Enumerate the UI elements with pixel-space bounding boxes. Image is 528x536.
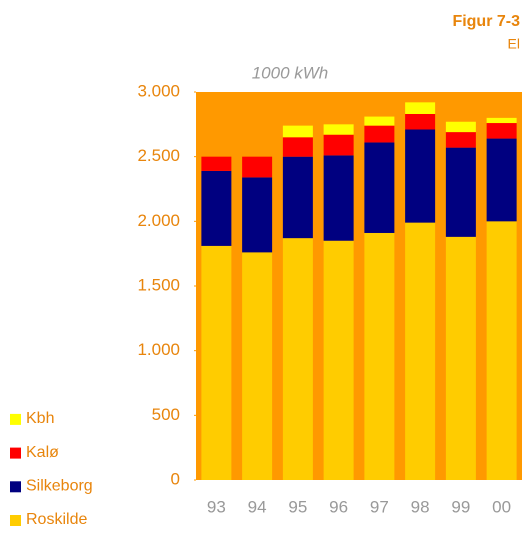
y-tick-label: 500 [152,405,180,424]
y-axis-label: 1000 kWh [252,63,329,82]
bar-segment [486,117,517,124]
legend-swatch [10,515,21,526]
x-tick-label: 93 [207,497,226,516]
legend-swatch [10,413,21,425]
bar-segment [201,170,232,246]
bar-segment [364,232,395,480]
bar-segment [282,238,313,480]
legend-label: Roskilde [26,511,87,528]
bar-segment [364,116,395,126]
legend-label: Kalø [26,444,59,461]
bar-segment [445,147,476,237]
bar-segment [364,142,395,233]
y-tick-label: 1.500 [137,275,180,294]
bar-segment [486,221,517,481]
bar-segment [323,155,354,241]
bar-segment [405,222,436,481]
bar-segment [405,129,436,223]
y-tick-label: 2.500 [137,146,180,165]
bar-segment [486,138,517,222]
legend-label: Kbh [26,410,54,427]
x-tick-label: 95 [288,497,307,516]
legend-swatch [10,481,21,493]
bar-segment [323,134,354,156]
y-tick-label: 3.000 [137,81,180,100]
bar-segment [445,132,476,148]
bar-segment [282,137,313,157]
bar-segment [445,236,476,480]
bar-segment [405,102,436,114]
chart-title: Figur 7-3 [452,13,520,30]
chart-subtitle: El [508,36,520,52]
bar-segment [364,125,395,143]
bar-segment [486,123,517,139]
bar-segment [282,125,313,138]
bar-segment [201,245,232,480]
y-tick-label: 2.000 [137,211,180,230]
x-tick-label: 94 [248,497,267,516]
bar-segment [242,177,273,253]
bar-segment [242,252,273,480]
x-tick-label: 00 [492,497,511,516]
bar-segment [201,156,232,171]
x-tick-label: 98 [411,497,430,516]
bar-segment [242,156,273,178]
x-tick-label: 99 [451,497,470,516]
legend-label: Silkeborg [26,478,93,495]
x-tick-label: 97 [370,497,389,516]
y-tick-label: 1.000 [137,340,180,359]
legend-swatch [10,447,21,459]
bar-segment [323,240,354,480]
x-tick-label: 96 [329,497,348,516]
bar-segment [282,156,313,239]
bar-segment [405,113,436,130]
y-tick-label: 0 [171,469,180,488]
bar-segment [445,121,476,133]
bar-segment [323,124,354,135]
